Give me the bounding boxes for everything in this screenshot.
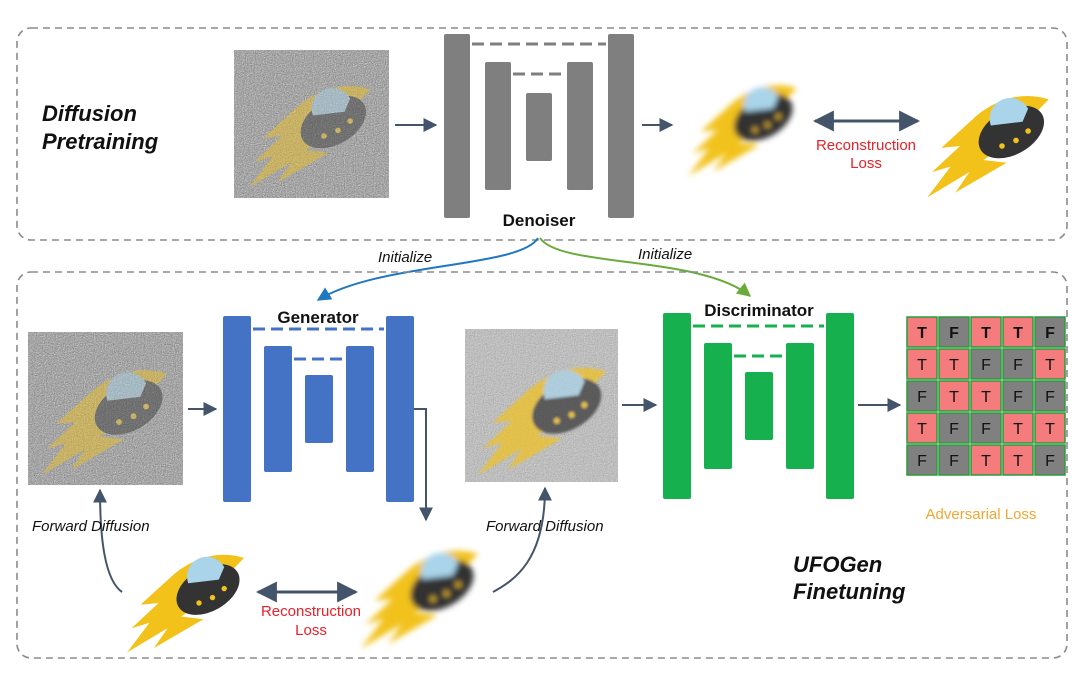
forward-diffusion-label-right: Forward Diffusion [486, 518, 604, 535]
grid-cell [938, 316, 970, 348]
grid-cell-label: T [917, 325, 927, 342]
grid-cell [938, 380, 970, 412]
grid-cell-label: T [1013, 453, 1023, 470]
grid-cell [938, 348, 970, 380]
grid-cell-label: T [949, 357, 959, 374]
noisy-input-image-bottom [28, 332, 183, 485]
grid-cell [938, 412, 970, 444]
generator-label: Generator [277, 308, 359, 327]
grid-cell [906, 316, 938, 348]
generated-ufo-bottom [361, 549, 483, 649]
forward-diffusion-arrow-left [93, 488, 123, 593]
grid-cell-label: F [917, 389, 927, 406]
forward-diffusion-label-left: Forward Diffusion [32, 518, 150, 535]
grid-cell [1002, 412, 1034, 444]
initialize-label-left: Initialize [378, 249, 432, 266]
adversarial-grid: T F T T FT T F F TF T T F FT F F T TF F T T F [906, 316, 1066, 476]
grid-cell [1034, 380, 1066, 412]
reconstruction-loss-bottom-line1: Reconstruction [261, 603, 361, 620]
reconstruction-loss-top-line2: Loss [850, 155, 882, 172]
pretraining-panel [16, 27, 1068, 241]
noisy-input-image-top [234, 50, 389, 198]
grid-cell-label: T [981, 453, 991, 470]
grid-cell-label: F [949, 421, 959, 438]
grid-cell-label: T [981, 325, 991, 342]
grid-cell [970, 348, 1002, 380]
discriminator-unet [663, 313, 854, 499]
grid-cell-label: F [1045, 389, 1055, 406]
grid-cell [1034, 444, 1066, 476]
denoiser-label: Denoiser [503, 211, 576, 230]
grid-cell [906, 444, 938, 476]
grid-cell-label: F [981, 357, 991, 374]
finetuning-title-line1: UFOGen [793, 552, 882, 577]
grid-cell-label: F [1013, 389, 1023, 406]
grid-cell [970, 444, 1002, 476]
adversarial-loss-label: Adversarial Loss [926, 506, 1037, 523]
reconstruction-loss-bottom-line2: Loss [295, 622, 327, 639]
grid-cell-label: F [949, 325, 959, 342]
grid-cell [1034, 316, 1066, 348]
grid-cell-label: T [1045, 421, 1055, 438]
pretraining-title-line2: Pretraining [42, 129, 159, 154]
grid-cell-label: F [1013, 357, 1023, 374]
grid-cell [1034, 348, 1066, 380]
grid-cell-label: F [917, 453, 927, 470]
initialize-arrow-to-generator [316, 237, 539, 301]
grid-cell [970, 412, 1002, 444]
grid-cell-label: T [1013, 325, 1023, 342]
grid-cell-label: F [981, 421, 991, 438]
denoiser-unet [444, 34, 634, 218]
initialize-label-right: Initialize [638, 246, 692, 263]
initialize-arrow-to-discriminator [539, 237, 752, 297]
grid-cell-label: F [1045, 325, 1055, 342]
forward-diffusion-arrow-right [492, 486, 552, 593]
finetuning-title-line2: Finetuning [793, 579, 906, 604]
clean-ufo-bottom [127, 553, 249, 653]
grid-cell [1002, 316, 1034, 348]
generator-unet [223, 316, 414, 502]
grid-cell [906, 348, 938, 380]
grid-cell [906, 380, 938, 412]
blurry-ufo-output-top [688, 84, 801, 176]
clean-ufo-target-top [927, 94, 1054, 198]
grid-cell [970, 380, 1002, 412]
noisy-generated-image [465, 329, 618, 482]
reconstruction-loss-top-line1: Reconstruction [816, 137, 916, 154]
arrow-generator-to-output [414, 408, 433, 522]
grid-cell-label: T [917, 421, 927, 438]
grid-cell-label: T [1013, 421, 1023, 438]
grid-cell [1002, 380, 1034, 412]
grid-cell-label: F [1045, 453, 1055, 470]
grid-cell-label: T [1045, 357, 1055, 374]
pretraining-title-line1: Diffusion [42, 101, 137, 126]
finetuning-panel [16, 271, 1068, 659]
grid-cell [970, 316, 1002, 348]
grid-cell [938, 444, 970, 476]
grid-cell-label: F [949, 453, 959, 470]
grid-cell [1002, 444, 1034, 476]
discriminator-label: Discriminator [704, 301, 814, 320]
grid-cell-label: T [981, 389, 991, 406]
grid-cell [906, 412, 938, 444]
grid-cell [1034, 412, 1066, 444]
grid-cell-label: T [949, 389, 959, 406]
grid-cell-label: T [917, 357, 927, 374]
grid-cell [1002, 348, 1034, 380]
